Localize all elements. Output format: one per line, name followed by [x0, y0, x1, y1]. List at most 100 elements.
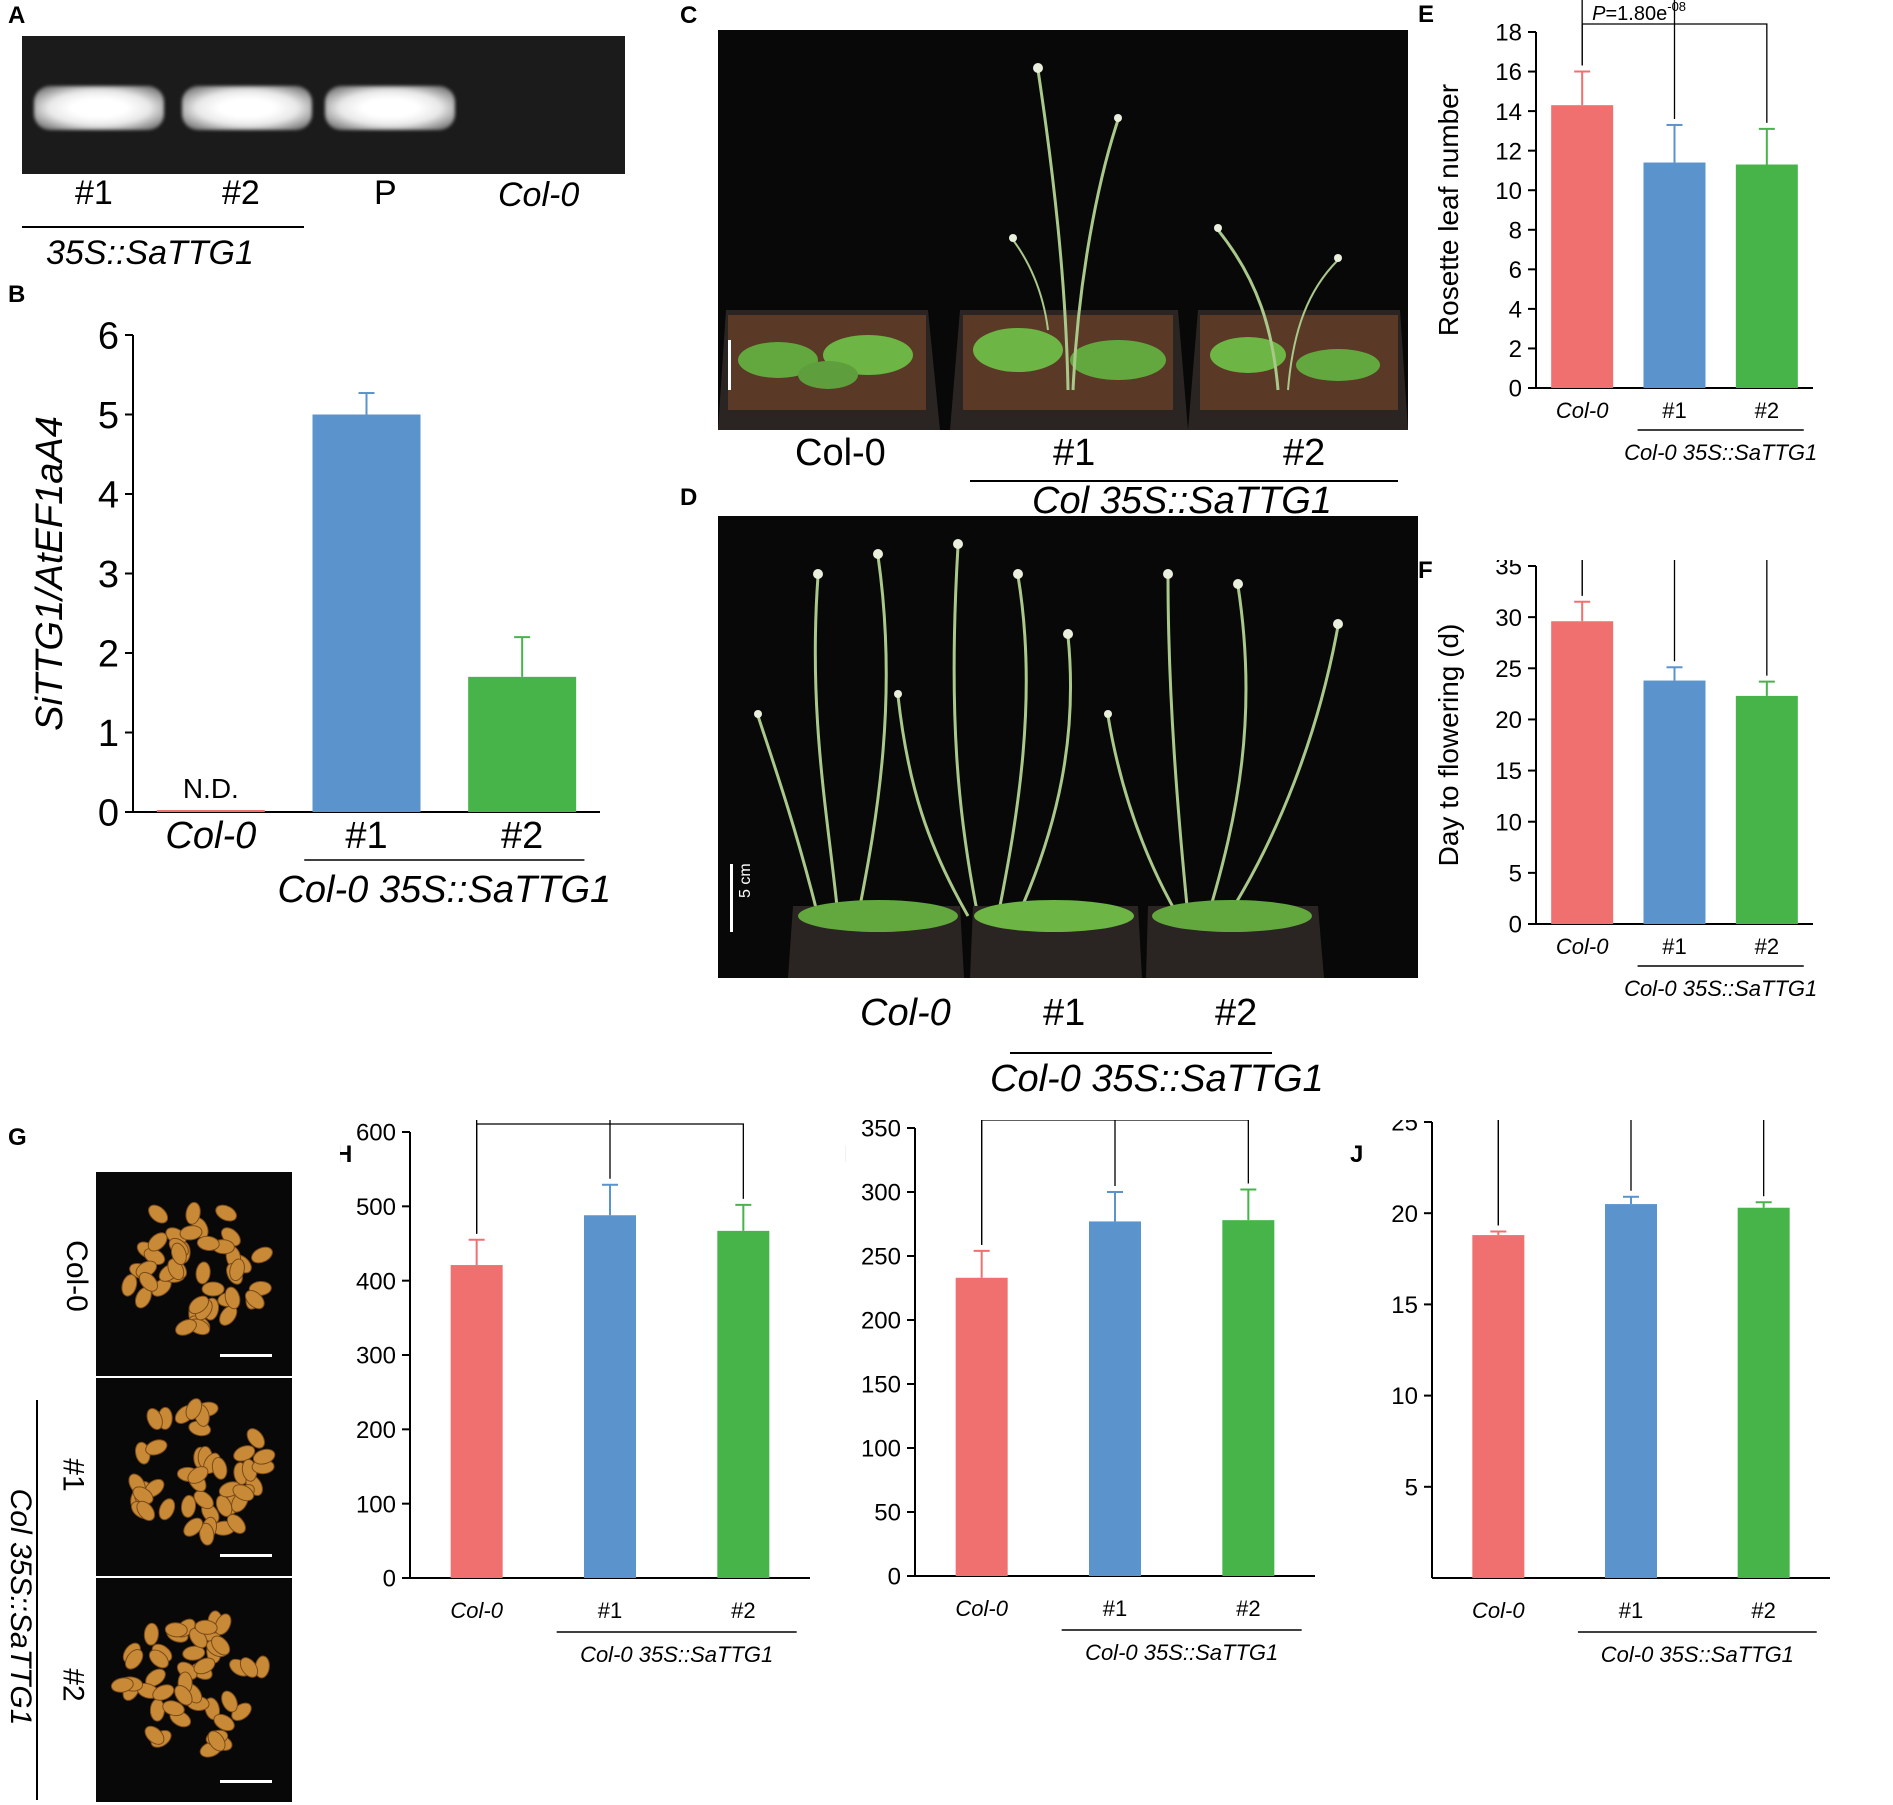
y-tick-label: 350	[861, 1120, 901, 1143]
y-tick-label: 10	[1495, 178, 1522, 205]
seed-group-label: Col 35S::SaTTG1	[4, 1488, 37, 1726]
y-tick-label: 1	[98, 713, 119, 755]
y-tick-label: 20	[1495, 707, 1522, 734]
chart-e: E 0 2 4 6 8 10 12 14 16 18 Rosette leaf number Col-0…	[1418, 0, 1817, 465]
y-tick-label: 4	[1509, 297, 1522, 324]
bar-line2	[1737, 1207, 1790, 1578]
bar-line1	[1605, 1204, 1657, 1578]
y-tick-label: 30	[1495, 605, 1522, 632]
gel-lane-1: #1	[75, 174, 113, 212]
y-axis-label: Day to flowering (d)	[1433, 624, 1464, 867]
seed-photo-line2	[96, 1578, 292, 1802]
x-tick-label: Col-0	[1556, 398, 1609, 423]
y-tick-label: 20	[1391, 1201, 1418, 1228]
y-tick-label: 10	[1495, 809, 1522, 836]
x-tick-label: #1	[598, 1598, 622, 1623]
chart-h: H0100200300400500600Seed length (µm)Col-…	[340, 1120, 810, 1667]
bar-line2	[1735, 164, 1798, 388]
y-tick-label: 8	[1509, 217, 1522, 244]
bar-line2	[1222, 1220, 1275, 1576]
photo-c-group-label: Col 35S::SaTTG1	[1032, 480, 1332, 522]
p-bracket	[1581, 23, 1768, 123]
x-tick-label: #1	[345, 815, 387, 857]
gel-band-p	[325, 86, 455, 130]
p-bracket	[1581, 560, 1768, 676]
y-tick-label: 15	[1391, 1292, 1418, 1319]
seed-label-1: #1	[56, 1458, 90, 1492]
pots-d	[788, 900, 1324, 978]
bar-line1	[584, 1215, 636, 1578]
gel-lane-col0: Col-0	[498, 176, 580, 214]
group-label: Col-0 35S::SaTTG1	[1601, 1642, 1794, 1667]
gel-group-rule	[22, 226, 304, 228]
y-tick-label: 0	[383, 1566, 396, 1593]
panel-letter-c: C	[680, 2, 698, 29]
photo-c-group-rule	[970, 480, 1398, 482]
chart-i: I050100150200250300350Seed width (µm)Col…	[845, 1120, 1315, 1665]
seed-scale-bar	[220, 1354, 272, 1357]
x-tick-label: #2	[501, 815, 543, 857]
photo-c-label-2: #2	[1283, 432, 1326, 474]
nd-annotation: N.D.	[183, 773, 239, 804]
pot-line2	[1188, 224, 1408, 430]
y-tick-label: 25	[1391, 1120, 1418, 1137]
panel-letter-j: J	[1350, 1141, 1363, 1168]
p-bracket	[476, 1123, 744, 1234]
bar-col0	[1472, 1235, 1525, 1578]
seed-cluster	[121, 1201, 273, 1357]
y-tick-label: 16	[1495, 59, 1522, 86]
x-tick-label: Col-0	[955, 1596, 1008, 1621]
bar-line2	[717, 1230, 770, 1578]
x-tick-label: #2	[1236, 1596, 1260, 1621]
chart-j: J5101520251000-seed weight (mg)Col-0#1#2…	[1350, 1120, 1830, 1667]
chart-b-body: B 0 1 2 3 4 5 6 SiTTG1/AtEF1aA4 Col-0 #1 #2 N.D. Col-…	[8, 281, 611, 911]
y-tick-label: 300	[356, 1343, 396, 1370]
bar-line1	[312, 414, 421, 812]
x-tick-label: Col-0	[1556, 934, 1609, 959]
p-bracket	[1497, 1120, 1765, 1226]
gel-group-label: 35S::SaTTG1	[46, 234, 254, 272]
chart-f: F 0 5 10 15 20 25 30 35 Day to flowering (d) Col-0…	[1418, 560, 1817, 1001]
x-tick-label: Col-0	[450, 1598, 503, 1623]
y-tick-label: 50	[874, 1500, 901, 1527]
gel-image	[22, 36, 625, 174]
seed-scale-bar	[220, 1780, 272, 1783]
y-tick-label: 0	[1509, 912, 1522, 939]
y-tick-label: 14	[1495, 99, 1522, 126]
y-tick-label: 2	[98, 634, 119, 676]
bar-col0	[1551, 105, 1614, 388]
y-tick-label: 3	[98, 554, 119, 596]
group-label: Col-0 35S::SaTTG1	[277, 869, 611, 911]
y-tick-label: 200	[356, 1417, 396, 1444]
seed-photo-col0	[96, 1172, 292, 1376]
seed-photo-line1	[96, 1378, 292, 1576]
pot-col0	[718, 310, 940, 430]
bar-line2	[468, 676, 577, 812]
chart-j-body: J5101520251000-seed weight (mg)Col-0#1#2…	[1350, 1120, 1830, 1667]
y-tick-label: 400	[356, 1268, 396, 1295]
y-tick-label: 12	[1495, 138, 1522, 165]
y-tick-label: 15	[1495, 758, 1522, 785]
photo-d-label-2: #2	[1215, 992, 1258, 1034]
plant-photo-d: 5 cm	[718, 516, 1418, 978]
gel-lane-2: #2	[222, 174, 260, 212]
y-tick-label: 6	[98, 316, 119, 358]
y-tick-label: 2	[1509, 336, 1522, 363]
y-tick-label: 4	[98, 475, 119, 517]
x-tick-label: #1	[1619, 1598, 1643, 1623]
bar-line1	[1643, 680, 1706, 924]
photo-c-label-col0: Col-0	[795, 432, 886, 474]
y-tick-label: 25	[1495, 656, 1522, 683]
scale-label-d: 5 cm	[737, 863, 754, 898]
x-tick-label: #2	[1751, 1598, 1775, 1623]
y-tick-label: 300	[861, 1180, 901, 1207]
panel-letter-h: H	[340, 1141, 352, 1168]
x-tick-label: Col-0	[165, 815, 256, 857]
chart-h-body: H0100200300400500600Seed length (µm)Col-…	[340, 1120, 810, 1667]
photo-d-label-1: #1	[1043, 992, 1086, 1034]
y-tick-label: 200	[861, 1308, 901, 1335]
seed-group-rule	[36, 1400, 38, 1800]
y-axis-label: SiTTG1/AtEF1aA4	[29, 416, 71, 731]
group-label: Col-0 35S::SaTTG1	[1085, 1640, 1278, 1665]
plant-photo-d-drawing: 5 cm	[730, 539, 1343, 978]
